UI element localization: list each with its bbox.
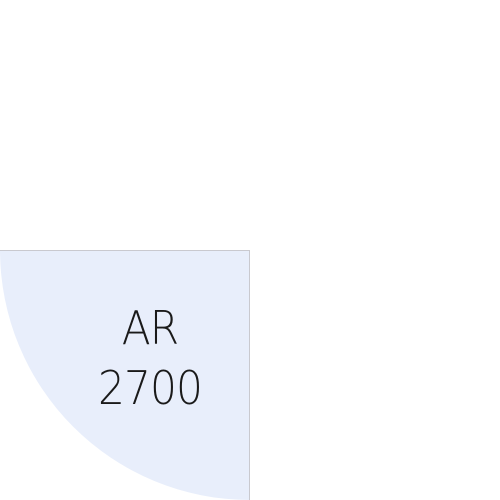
quarter-circle-shape bbox=[0, 250, 250, 500]
tile-label: AR 2700 bbox=[85, 298, 215, 418]
tile-label-line2: 2700 bbox=[97, 361, 203, 415]
tile-label-line1: AR bbox=[121, 301, 179, 355]
ar-2700-tile: AR 2700 bbox=[0, 250, 250, 500]
